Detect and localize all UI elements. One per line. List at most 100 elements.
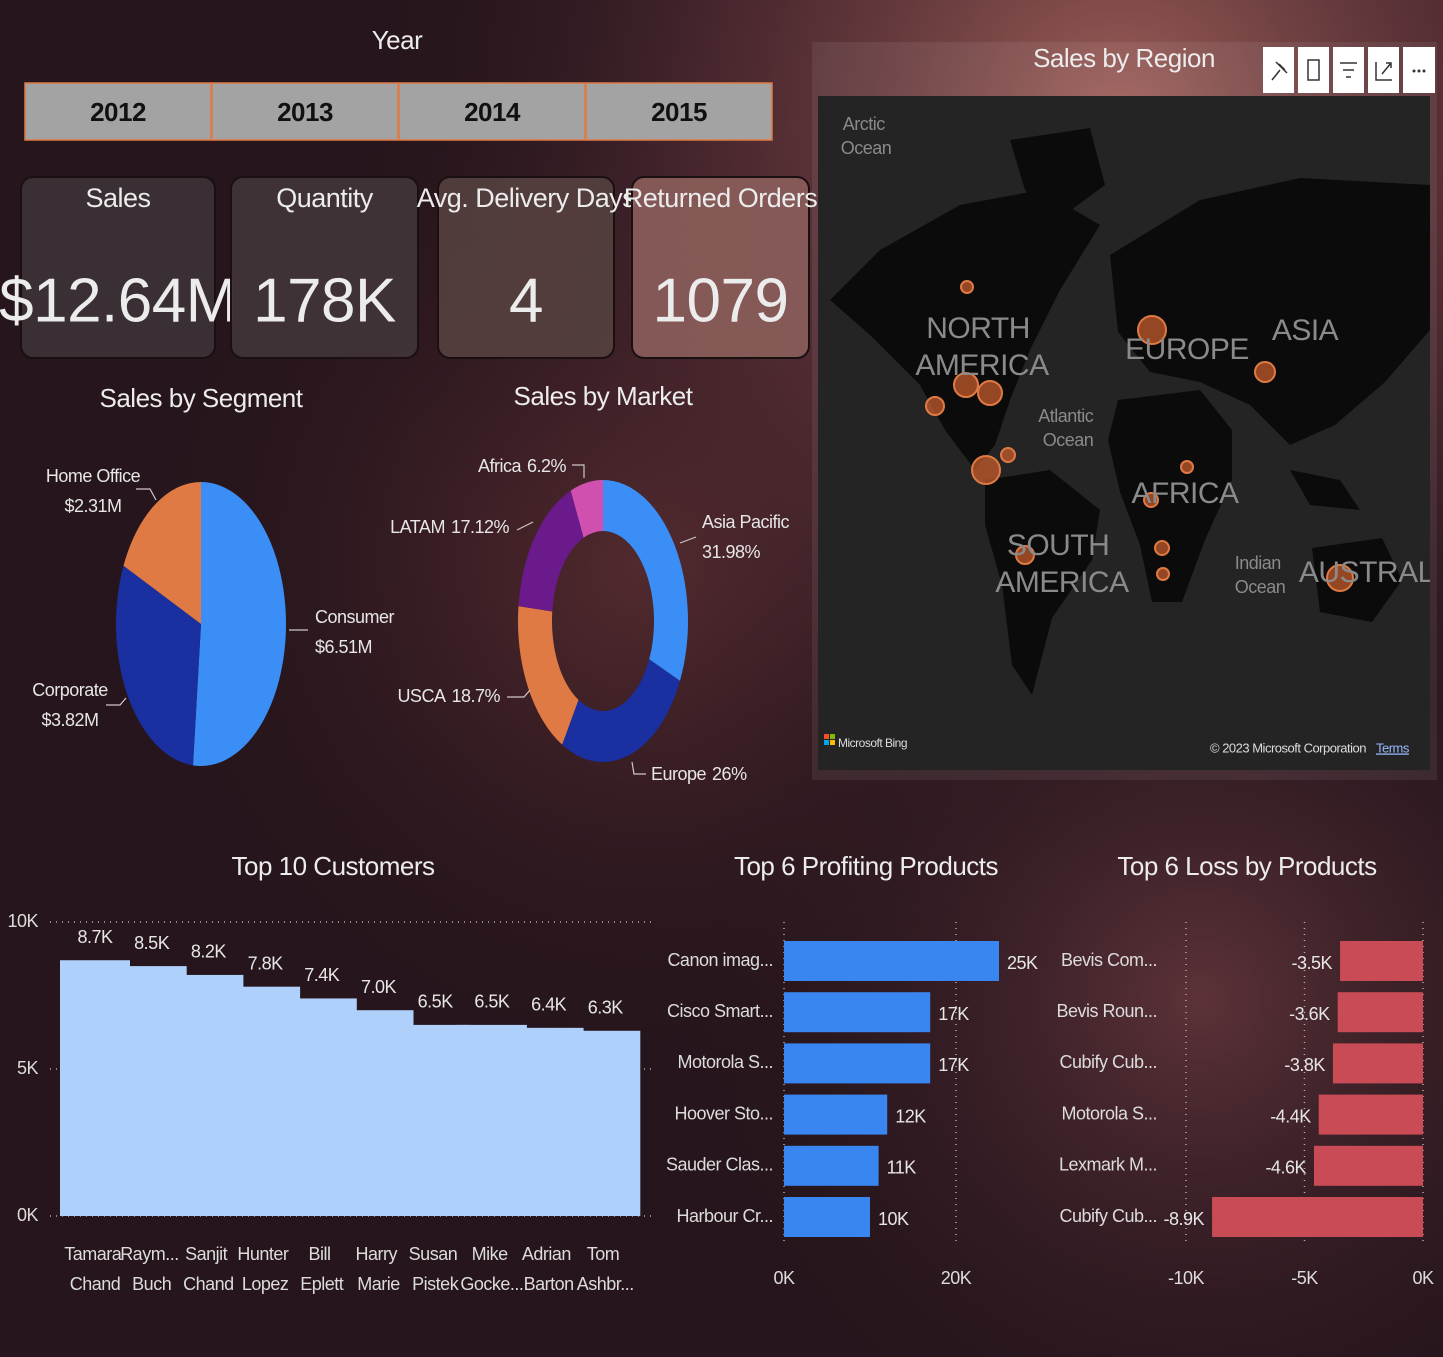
pin-button[interactable] (1263, 47, 1294, 93)
slice[interactable] (518, 606, 579, 745)
map-bubble[interactable] (925, 396, 945, 416)
slicer-button[interactable] (398, 82, 586, 141)
map-bubbles (925, 280, 1354, 592)
bar[interactable] (784, 941, 999, 981)
data-label: 7.8K (248, 953, 284, 973)
slice[interactable] (570, 480, 603, 538)
x-tick-label: Adrian Barton (522, 1244, 576, 1294)
slicer-option: 2014 (464, 97, 521, 127)
slice[interactable] (518, 490, 584, 612)
bar[interactable] (784, 1043, 931, 1084)
slice-label: Home Office (46, 466, 141, 486)
bar[interactable] (784, 1145, 879, 1186)
slice-value: 31.98% (702, 542, 761, 562)
x-tick-label: 0K (773, 1268, 795, 1288)
data-label: 6.3K (588, 998, 624, 1018)
kpi-value: 178K (253, 266, 396, 335)
map-labels: Arctic Ocean NORTH AMERICA Atlantic Ocean E… (841, 114, 1430, 599)
bar[interactable] (784, 1197, 870, 1237)
bar[interactable] (784, 992, 931, 1033)
focus-icon (1375, 62, 1392, 81)
bar[interactable] (1212, 1197, 1423, 1237)
slice[interactable] (115, 565, 201, 766)
map-bubble[interactable] (1180, 460, 1194, 474)
map-bubble[interactable] (1143, 492, 1159, 508)
leader-line (516, 521, 534, 531)
map-bubble[interactable] (977, 380, 1003, 406)
leader-line (679, 536, 697, 544)
slice-category: USCA (397, 686, 446, 706)
bar[interactable] (1313, 1145, 1423, 1186)
x-tick-label: Susan Pistek (409, 1244, 462, 1294)
bing-logo (824, 734, 835, 745)
map-bubble[interactable] (1156, 567, 1170, 581)
bar[interactable] (1318, 1094, 1423, 1135)
bar[interactable] (1332, 1043, 1423, 1084)
map-label: Atlantic Ocean (1038, 406, 1098, 450)
x-tick-label: Tamara Chand (64, 1244, 126, 1294)
data-label: -3.8K (1284, 1055, 1325, 1075)
map-label: AFRICA (1131, 477, 1239, 510)
data-label: -4.6K (1265, 1158, 1306, 1178)
kpi-card (230, 176, 419, 359)
slice-label: Africa 6.2% (478, 456, 567, 476)
map-bubble[interactable] (1326, 564, 1354, 592)
slice-value: 18.7% (451, 686, 500, 706)
map-bubble[interactable] (1254, 361, 1276, 383)
data-label: -3.6K (1289, 1004, 1330, 1024)
map-bubble[interactable] (971, 455, 1001, 485)
map-bubble[interactable] (960, 280, 974, 294)
bar[interactable] (784, 1094, 888, 1135)
slice[interactable] (123, 482, 201, 624)
slice[interactable] (603, 480, 688, 681)
data-label: 17K (938, 1004, 969, 1024)
slice[interactable] (562, 659, 680, 762)
land (1110, 178, 1430, 445)
data-label: 6.5K (418, 992, 454, 1012)
more-dot (1412, 69, 1416, 73)
pin-icon (1271, 61, 1288, 81)
x-tick-label: 20K (941, 1268, 972, 1288)
y-tick-label: 5K (17, 1058, 39, 1078)
copy-button[interactable] (1298, 47, 1329, 93)
focus-button[interactable] (1368, 47, 1399, 93)
slicer-option: 2012 (90, 97, 146, 127)
x-tick-label: Hunter Lopez (237, 1244, 293, 1294)
slice-category: LATAM (390, 517, 445, 537)
y-tick-label: Harbour Cr... (676, 1206, 773, 1226)
y-tick-label: 10K (7, 911, 38, 931)
kpi-label: Sales (85, 183, 150, 213)
data-label: 25K (1007, 953, 1038, 973)
slice-value: $2.31M (64, 496, 121, 516)
data-label: 8.2K (191, 942, 227, 962)
logo-square (824, 734, 829, 739)
logo-square (830, 734, 835, 739)
map-bubble[interactable] (1000, 447, 1016, 463)
data-label: -8.9K (1164, 1209, 1205, 1229)
more-dot (1422, 69, 1426, 73)
bar[interactable] (1337, 992, 1423, 1033)
y-tick-label: 0K (17, 1205, 39, 1225)
y-tick-label: Hoover Sto... (674, 1103, 773, 1123)
map-bubble[interactable] (1154, 540, 1170, 556)
map-bubble[interactable] (1015, 545, 1035, 565)
map-bubble[interactable] (953, 372, 979, 398)
slicer-button[interactable] (585, 82, 773, 141)
logo-square (830, 740, 835, 745)
y-tick-label: Lexmark M... (1059, 1155, 1157, 1175)
slice[interactable] (192, 482, 286, 766)
bar[interactable] (570, 1030, 641, 1216)
land (1312, 538, 1402, 622)
map-bubble[interactable] (1137, 315, 1167, 345)
x-tick-label: Bill Eplett (300, 1244, 344, 1294)
y-tick-label: Motorola S... (1061, 1103, 1157, 1123)
slicer-button[interactable] (211, 82, 399, 141)
x-tick-label: -10K (1168, 1268, 1205, 1288)
data-label: 7.0K (361, 977, 397, 997)
bar[interactable] (1340, 941, 1423, 981)
leader-line (136, 488, 157, 501)
map-terms[interactable]: Terms (1376, 740, 1410, 755)
slicer-button[interactable] (24, 82, 212, 141)
